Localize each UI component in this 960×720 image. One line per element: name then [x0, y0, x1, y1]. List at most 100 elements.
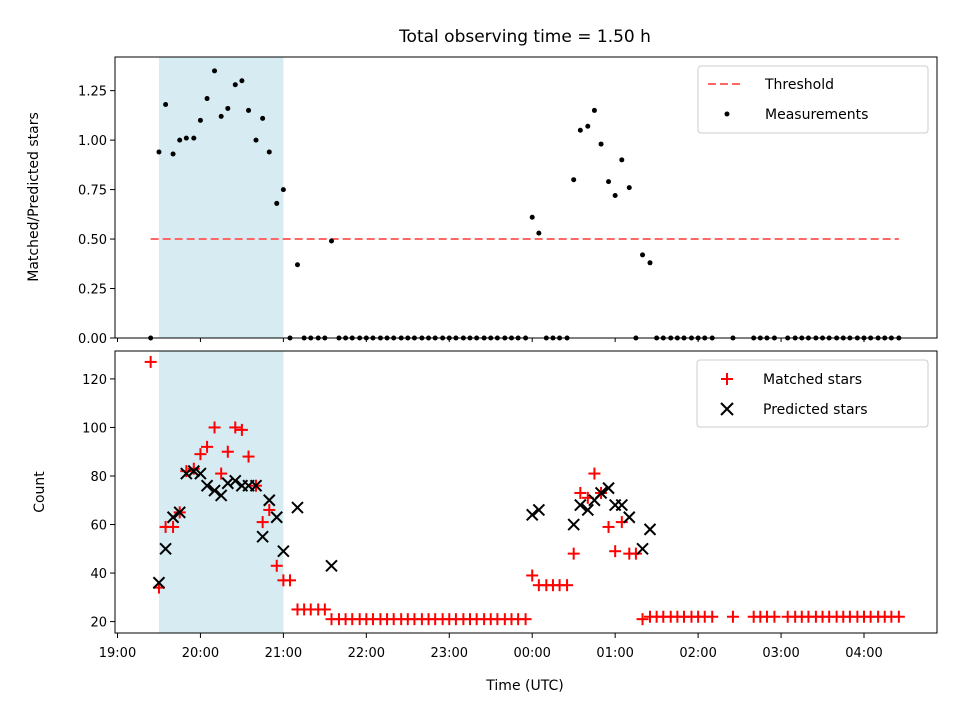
measurement-point	[294, 262, 300, 268]
x-tick-label: 23:00	[431, 646, 468, 661]
predicted-star-point	[208, 484, 221, 497]
measurement-point	[170, 151, 176, 157]
matched-star-point	[706, 610, 719, 623]
predicted-star-point	[221, 477, 235, 490]
top-y-tick-label: 0.00	[78, 332, 107, 347]
measurement-point	[640, 252, 646, 258]
predicted-star-point	[581, 503, 595, 517]
matched-star-point	[526, 569, 539, 582]
matched-star-point	[229, 421, 242, 434]
matched-star-point	[629, 547, 642, 560]
predicted-star-point	[615, 498, 629, 512]
bottom-y-ticks: 20 40 60 80 100 120	[82, 373, 115, 631]
top-y-axis-label: Matched/Predicted stars	[26, 112, 42, 282]
predicted-star-point	[263, 494, 276, 507]
x-tick-label: 03:00	[762, 646, 799, 661]
matched-star-point	[167, 520, 180, 533]
x-tick-label: 20:00	[182, 646, 219, 661]
top-x-ticks	[116, 338, 865, 342]
predicted-star-point	[173, 506, 186, 519]
bottom-y-tick-label: 100	[82, 421, 107, 436]
top-legend-box	[697, 65, 929, 134]
measurement-point	[529, 214, 535, 220]
matched-star-point	[208, 421, 221, 434]
top-panel: 0.00 0.25 0.50 0.75 1.00 1.25 Matched/Predict…	[26, 56, 938, 347]
measurement-point	[280, 187, 286, 193]
measurement-point	[253, 137, 259, 143]
top-axes-frame	[114, 56, 938, 339]
predicted-star-point	[256, 530, 269, 543]
matched-star-point	[144, 355, 157, 368]
bottom-shaded-span	[158, 351, 284, 633]
bottom-legend: Matched stars Predicted stars	[696, 359, 929, 428]
matched-star-point	[602, 520, 615, 533]
matched-star-point	[180, 465, 193, 478]
measurement-point	[619, 157, 625, 163]
bottom-y-axis-label: Count	[32, 471, 48, 513]
bottom-legend-box	[696, 359, 929, 428]
predicted-stars-points	[152, 464, 657, 589]
legend-measurements-label: Measurements	[765, 107, 868, 123]
matched-star-point	[636, 613, 649, 626]
measurement-point	[598, 141, 604, 147]
matched-star-point	[561, 579, 574, 592]
matched-star-point	[567, 547, 580, 560]
measurement-point	[577, 127, 583, 133]
predicted-star-point	[187, 464, 201, 478]
measurement-point	[612, 193, 618, 199]
matched-star-point	[519, 613, 532, 626]
matched-star-point	[726, 610, 739, 623]
top-y-ticks: 0.00 0.25 0.50 0.75 1.00 1.25	[78, 85, 115, 347]
predicted-star-point	[567, 518, 580, 531]
x-tick-label: 02:00	[679, 646, 716, 661]
matched-star-point	[574, 486, 587, 499]
matched-star-point	[256, 516, 269, 529]
bottom-y-tick-label: 40	[90, 567, 107, 582]
predicted-star-point	[277, 545, 290, 558]
predicted-star-point	[532, 503, 546, 517]
matched-star-point	[194, 448, 207, 461]
predicted-star-point	[325, 559, 338, 572]
x-tick-label: 04:00	[845, 646, 882, 661]
top-legend: Threshold Measurements	[697, 65, 929, 134]
matched-star-point	[215, 467, 228, 480]
matched-star-point	[768, 610, 781, 623]
x-tick-label: 19:00	[99, 646, 136, 661]
predicted-star-point	[602, 481, 615, 495]
top-shaded-span	[158, 57, 284, 338]
predicted-star-point	[594, 486, 608, 500]
legend-predicted-label: Predicted stars	[763, 402, 868, 418]
bottom-axes-frame	[114, 350, 938, 634]
legend-threshold-label: Threshold	[764, 77, 834, 93]
measurement-point	[239, 78, 245, 84]
predicted-star-point	[291, 501, 304, 514]
x-tick-label: 00:00	[513, 646, 550, 661]
measurement-point	[591, 107, 597, 113]
predicted-star-point	[194, 467, 207, 480]
predicted-star-point	[574, 498, 587, 512]
measurement-point	[177, 137, 183, 143]
matched-star-point	[242, 450, 255, 463]
bottom-y-tick-label: 60	[90, 519, 107, 534]
x-tick-label: 22:00	[348, 646, 385, 661]
legend-matched-label: Matched stars	[763, 372, 862, 388]
top-y-tick-label: 0.25	[78, 283, 107, 298]
measurement-point	[246, 107, 252, 113]
chart-title: Total observing time = 1.50 h	[398, 27, 651, 47]
measurement-point	[225, 105, 231, 111]
measurement-point	[232, 82, 238, 88]
predicted-star-point	[159, 542, 172, 555]
matched-star-point	[221, 445, 234, 458]
matched-star-point	[235, 423, 248, 436]
predicted-star-point	[636, 542, 649, 555]
measurement-point	[571, 177, 577, 183]
measurement-point	[626, 185, 632, 191]
predicted-star-point	[270, 511, 283, 524]
measurement-point	[191, 135, 197, 141]
bottom-y-tick-label: 20	[90, 616, 107, 631]
predicted-star-point	[229, 474, 242, 488]
matched-star-point	[201, 440, 214, 453]
matched-star-point	[318, 603, 331, 616]
matched-star-point	[892, 610, 905, 623]
